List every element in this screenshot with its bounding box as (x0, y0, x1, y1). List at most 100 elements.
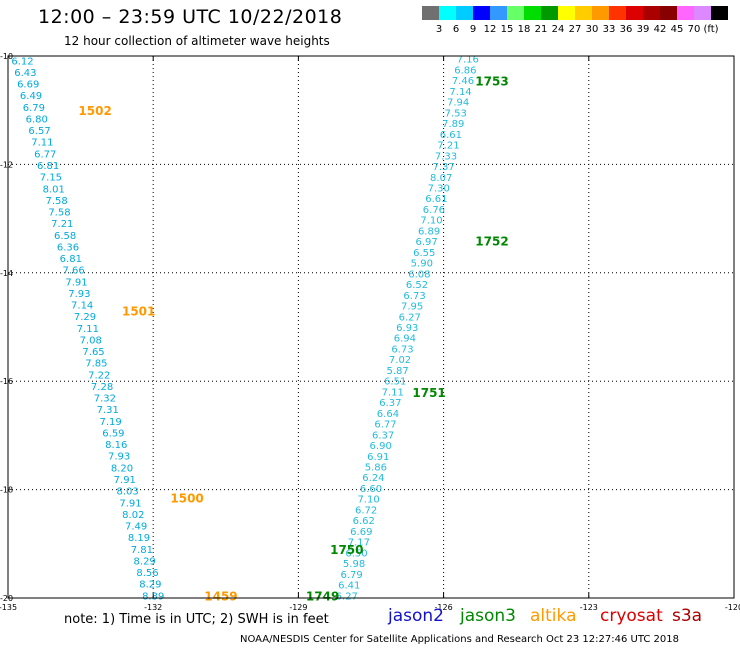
map-frame (7, 55, 735, 599)
wave-height-value: 5.87 (386, 366, 408, 377)
wave-height-value: 6.79 (23, 103, 45, 114)
wave-height-color-legend: 3 6 9 12 15 18 21 24 27 30 33 36 39 42 45 70 (ft) (422, 6, 728, 35)
satellite-label-jason3: jason3 (460, 606, 516, 626)
legend-swatch (541, 6, 558, 20)
wave-height-value: 6.81 (37, 161, 59, 172)
wave-height-value: 6.62 (353, 516, 375, 527)
wave-height-value: 6.77 (34, 149, 56, 160)
wave-height-value: 7.65 (82, 347, 104, 358)
wave-height-value: 7.02 (389, 355, 411, 366)
legend-label: 21 (535, 24, 548, 35)
wave-height-value: 7.58 (45, 196, 67, 207)
map-title: 12:00 – 23:59 UTC 10/22/2018 (38, 6, 343, 28)
wave-height-value: 6.72 (355, 505, 377, 516)
wave-height-value: 7.32 (94, 394, 116, 405)
legend-swatch (473, 6, 490, 20)
wave-height-value: 6.89 (418, 226, 440, 237)
wave-height-value: 6.81 (60, 254, 82, 265)
wave-height-value: 6.12 (11, 56, 33, 67)
legend-swatch (439, 6, 456, 20)
wave-height-value: 7.91 (119, 498, 141, 509)
wave-height-value: 8.29 (139, 580, 161, 591)
legend-swatch (592, 6, 609, 20)
legend-swatch (660, 6, 677, 20)
wave-height-value: 6.50 (345, 548, 367, 559)
legend-label: 42 (654, 24, 667, 35)
x-tick-label: -120 (725, 603, 740, 612)
wave-height-value: 6.76 (423, 205, 445, 216)
wave-height-value: 7.81 (131, 545, 153, 556)
wave-height-value: 7.28 (91, 382, 113, 393)
time-label: 1502 (78, 104, 111, 118)
legend-swatch (422, 6, 439, 20)
legend-swatch (643, 6, 660, 20)
wave-height-value: 6.86 (454, 65, 476, 76)
note-text: note: 1) Time is in UTC; 2) SWH is in fe… (64, 612, 329, 627)
wave-height-value: 7.10 (420, 216, 442, 227)
legend-label: 15 (501, 24, 514, 35)
wave-height-value: 8.19 (128, 533, 150, 544)
legend-swatch (694, 6, 711, 20)
wave-height-value: 8.39 (142, 591, 164, 602)
wave-height-value: 7.37 (432, 162, 454, 173)
wave-height-value: 7.85 (85, 359, 107, 370)
wave-height-value: 6.73 (403, 291, 425, 302)
wave-height-value: 6.77 (374, 420, 396, 431)
wave-height-value: 6.61 (425, 194, 447, 205)
wave-height-value: 8.56 (136, 568, 158, 579)
wave-height-value: 6.08 (408, 269, 430, 280)
wave-height-value: 7.91 (114, 475, 136, 486)
wave-height-value: 7.49 (125, 522, 147, 533)
wave-height-value: 5.98 (343, 559, 365, 570)
wave-height-value: 6.55 (413, 248, 435, 259)
legend-label: 6 (453, 24, 459, 35)
wave-height-value: 8.07 (430, 173, 452, 184)
wave-height-value: 6.80 (26, 114, 48, 125)
wave-height-value: 6.49 (20, 91, 42, 102)
wave-height-value: 7.21 (437, 141, 459, 152)
wave-height-value: 7.91 (65, 277, 87, 288)
legend-swatch (456, 6, 473, 20)
wave-height-value: 7.31 (97, 405, 119, 416)
wave-height-value: 6.36 (57, 242, 79, 253)
legend-swatch (490, 6, 507, 20)
legend-swatch (677, 6, 694, 20)
wave-height-value: 6.43 (14, 68, 36, 79)
wave-height-value: 6.37 (379, 398, 401, 409)
x-tick-label: -126 (435, 603, 453, 612)
wave-height-value: 7.11 (31, 138, 53, 149)
legend-swatch (711, 6, 728, 20)
y-tick-label: -18 (0, 486, 13, 495)
legend-swatch (507, 6, 524, 20)
y-tick-label: -10 (0, 52, 13, 61)
wave-height-value: 8.01 (43, 184, 65, 195)
legend-label: 27 (569, 24, 582, 35)
x-tick-label: -135 (0, 603, 17, 612)
wave-height-value: 6.52 (406, 280, 428, 291)
wave-height-value: 7.22 (88, 370, 110, 381)
wave-height-value: 7.17 (348, 538, 370, 549)
wave-height-value: 6.41 (338, 581, 360, 592)
wave-height-value: 6.79 (341, 570, 363, 581)
wave-height-value: 6.27 (399, 312, 421, 323)
credit-text: NOAA/NESDIS Center for Satellite Applica… (240, 634, 679, 645)
satellite-label-cryosat: cryosat (600, 606, 663, 626)
satellite-label-s3a: s3a (672, 606, 703, 626)
wave-height-value: 8.03 (116, 487, 138, 498)
wave-height-value: 7.11 (382, 387, 404, 398)
legend-swatch (575, 6, 592, 20)
wave-height-value: 6.64 (377, 409, 399, 420)
y-tick-label: -16 (0, 377, 13, 386)
map-subtitle: 12 hour collection of altimeter wave hei… (64, 34, 330, 48)
legend-label: 24 (552, 24, 565, 35)
wave-height-value: 7.89 (442, 119, 464, 130)
wave-height-value: 7.19 (99, 417, 121, 428)
time-label: 1750 (330, 543, 363, 557)
y-tick-label: -12 (0, 160, 13, 169)
x-tick-label: -129 (289, 603, 307, 612)
wave-height-value: 8.02 (122, 510, 144, 521)
y-tick-label: -20 (0, 594, 13, 603)
wave-height-value: 8.29 (134, 556, 156, 567)
legend-label: 18 (518, 24, 531, 35)
